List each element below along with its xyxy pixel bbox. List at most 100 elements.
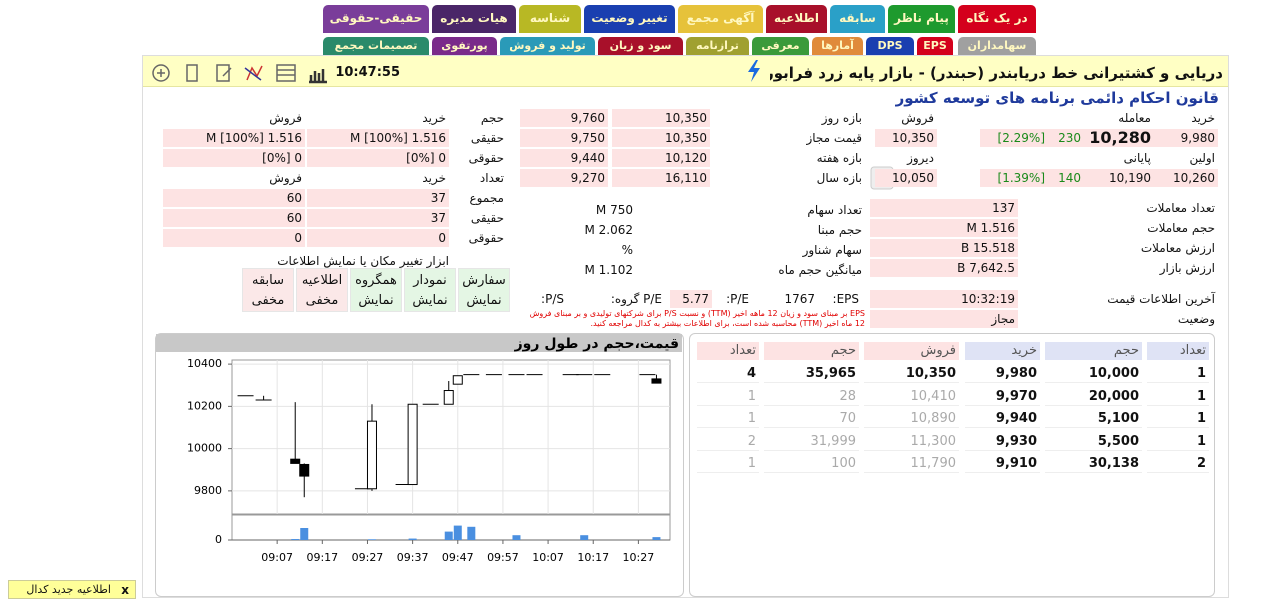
y-tick-label: 10000: [187, 442, 222, 455]
x-tick-label: 09:07: [261, 551, 293, 564]
order-header: فروش: [864, 342, 959, 360]
ratio-note: EPS بر مبنای سود و زیان 12 ماهه اخیر (TT…: [529, 309, 865, 328]
order-header: تعداد: [1147, 342, 1209, 360]
tab[interactable]: حقیقی-حقوقی: [323, 5, 429, 33]
holder-cell: 37: [307, 209, 449, 227]
y-tick-label: 9800: [194, 484, 222, 497]
tab[interactable]: DPS: [866, 37, 914, 55]
order-cell: 35,965: [764, 365, 859, 383]
share-stat: 1.102 M: [584, 263, 633, 277]
clock: 10:47:55: [335, 65, 400, 80]
holder-cell: فروش: [269, 111, 302, 125]
x-tick-label: 10:07: [532, 551, 564, 564]
range-cell: 9,760: [520, 109, 608, 127]
holder-cell: فروش: [269, 171, 302, 185]
order-cell: 1: [1147, 388, 1209, 406]
order-header: تعداد: [697, 342, 759, 360]
trade-stat: حجم معاملات: [1147, 221, 1215, 235]
range-cell: 9,440: [520, 149, 608, 167]
tool-label: نمایش: [412, 293, 448, 308]
holder-cell: خرید: [422, 171, 446, 185]
notice-text[interactable]: اطلاعیه جدید کدال: [26, 583, 111, 596]
price-cell: 10,350: [875, 129, 937, 147]
price-cell: 230: [1048, 129, 1084, 147]
tab[interactable]: تولید و فروش: [500, 37, 595, 55]
x-tick-label: 10:27: [623, 551, 655, 564]
trade-stat: 1.516 M: [870, 219, 1018, 237]
order-cell: 10,890: [864, 410, 959, 428]
holder-cell: حقیقی: [470, 131, 504, 145]
header-icons: [152, 64, 327, 84]
candle-body: [651, 378, 662, 384]
price-cell: 10,260: [1154, 169, 1218, 187]
tab[interactable]: تغییر وضعیت: [584, 5, 675, 33]
chart: قیمت،حجم در طول روز 9800 10000 10200 10400 0…: [156, 334, 682, 564]
stock-title: دریایی و کشتیرانی خط دریابندر (حبندر) - …: [770, 64, 1223, 82]
order-header: خرید: [965, 342, 1040, 360]
order-cell: 20,000: [1045, 388, 1142, 406]
order-cell: 2: [697, 433, 759, 451]
x-tick-label: 09:37: [397, 551, 429, 564]
holder-cell: 60: [163, 209, 305, 227]
toolbar-icons[interactable]: [152, 64, 327, 84]
tab[interactable]: اطلاعیه: [766, 5, 827, 33]
order-cell: 9,970: [965, 388, 1040, 406]
candle-body: [452, 375, 463, 385]
range-cell: بازه روز: [821, 111, 862, 125]
order-cell: 1: [1147, 410, 1209, 428]
tool-button[interactable]: سابقه مخفی: [242, 268, 294, 312]
tool-button[interactable]: سفارش نمایش: [458, 268, 510, 312]
tab[interactable]: سود و زیان: [598, 37, 683, 55]
order-cell: 10,350: [864, 365, 959, 383]
share-stat: حجم مبنا: [817, 223, 862, 237]
tool-button[interactable]: اطلاعیه مخفی: [296, 268, 348, 312]
holder-cell: 1.516 M [100%]: [307, 129, 449, 147]
share-stat: 2.062 M: [584, 223, 633, 237]
tab[interactable]: در یک نگاه: [958, 5, 1036, 33]
holder-cell: مجموع: [469, 191, 504, 205]
order-cell: 5,500: [1045, 433, 1142, 451]
tab[interactable]: شناسه: [519, 5, 581, 33]
volume-bar: [408, 538, 417, 540]
tab[interactable]: ترازنامه: [686, 37, 749, 55]
chart-title-bar: [156, 334, 682, 352]
tool-label: نمایش: [466, 293, 502, 308]
tab[interactable]: سهامداران: [958, 37, 1036, 55]
order-cell: 31,999: [764, 433, 859, 451]
status-cell: آخرین اطلاعات قیمت: [1107, 292, 1215, 306]
range-cell: 10,120: [612, 149, 710, 167]
tool-label: مخفی: [251, 293, 285, 308]
subtitle: قانون احکام دائمی برنامه های توسعه کشور: [895, 89, 1219, 107]
range-cell: 10,350: [612, 129, 710, 147]
tab[interactable]: آمارها: [812, 37, 863, 55]
order-cell: 1: [697, 388, 759, 406]
tab[interactable]: معرفی: [752, 37, 809, 55]
tools-title: ابزار تغییر مکان یا نمایش اطلاعات: [277, 254, 449, 268]
tab[interactable]: هیات مدیره: [432, 5, 516, 33]
tool-label: سابقه: [251, 273, 285, 288]
order-cell: 1: [1147, 365, 1209, 383]
candle-body: [290, 458, 301, 464]
notice-close[interactable]: x: [121, 583, 129, 597]
tool-button[interactable]: همگروه نمایش: [350, 268, 402, 312]
trade-stat: ارزش بازار: [1159, 261, 1215, 275]
tab[interactable]: سابقه: [830, 5, 885, 33]
holder-cell: خرید: [422, 111, 446, 125]
tab[interactable]: پیام ناظر: [888, 5, 955, 33]
price-cell: معامله: [1118, 111, 1151, 125]
tab[interactable]: آگهی مجمع: [678, 5, 763, 33]
share-stat: میانگین حجم ماه: [778, 263, 862, 277]
tool-button[interactable]: نمودار نمایش: [404, 268, 456, 312]
tab[interactable]: پورتفوی: [432, 37, 497, 55]
range-cell: 16,110: [612, 169, 710, 187]
status-cell: مجاز: [870, 310, 1018, 328]
tool-label: نمودار: [413, 273, 447, 288]
share-stat: سهام شناور: [802, 243, 862, 257]
notice[interactable]: [8, 580, 136, 599]
order-cell: 1: [697, 455, 759, 473]
tab[interactable]: تصمیمات مجمع: [323, 37, 429, 55]
tab[interactable]: EPS: [917, 37, 953, 55]
order-cell: 9,940: [965, 410, 1040, 428]
range-cell: قیمت مجاز: [806, 131, 862, 145]
tool-label: سفارش: [462, 273, 506, 288]
